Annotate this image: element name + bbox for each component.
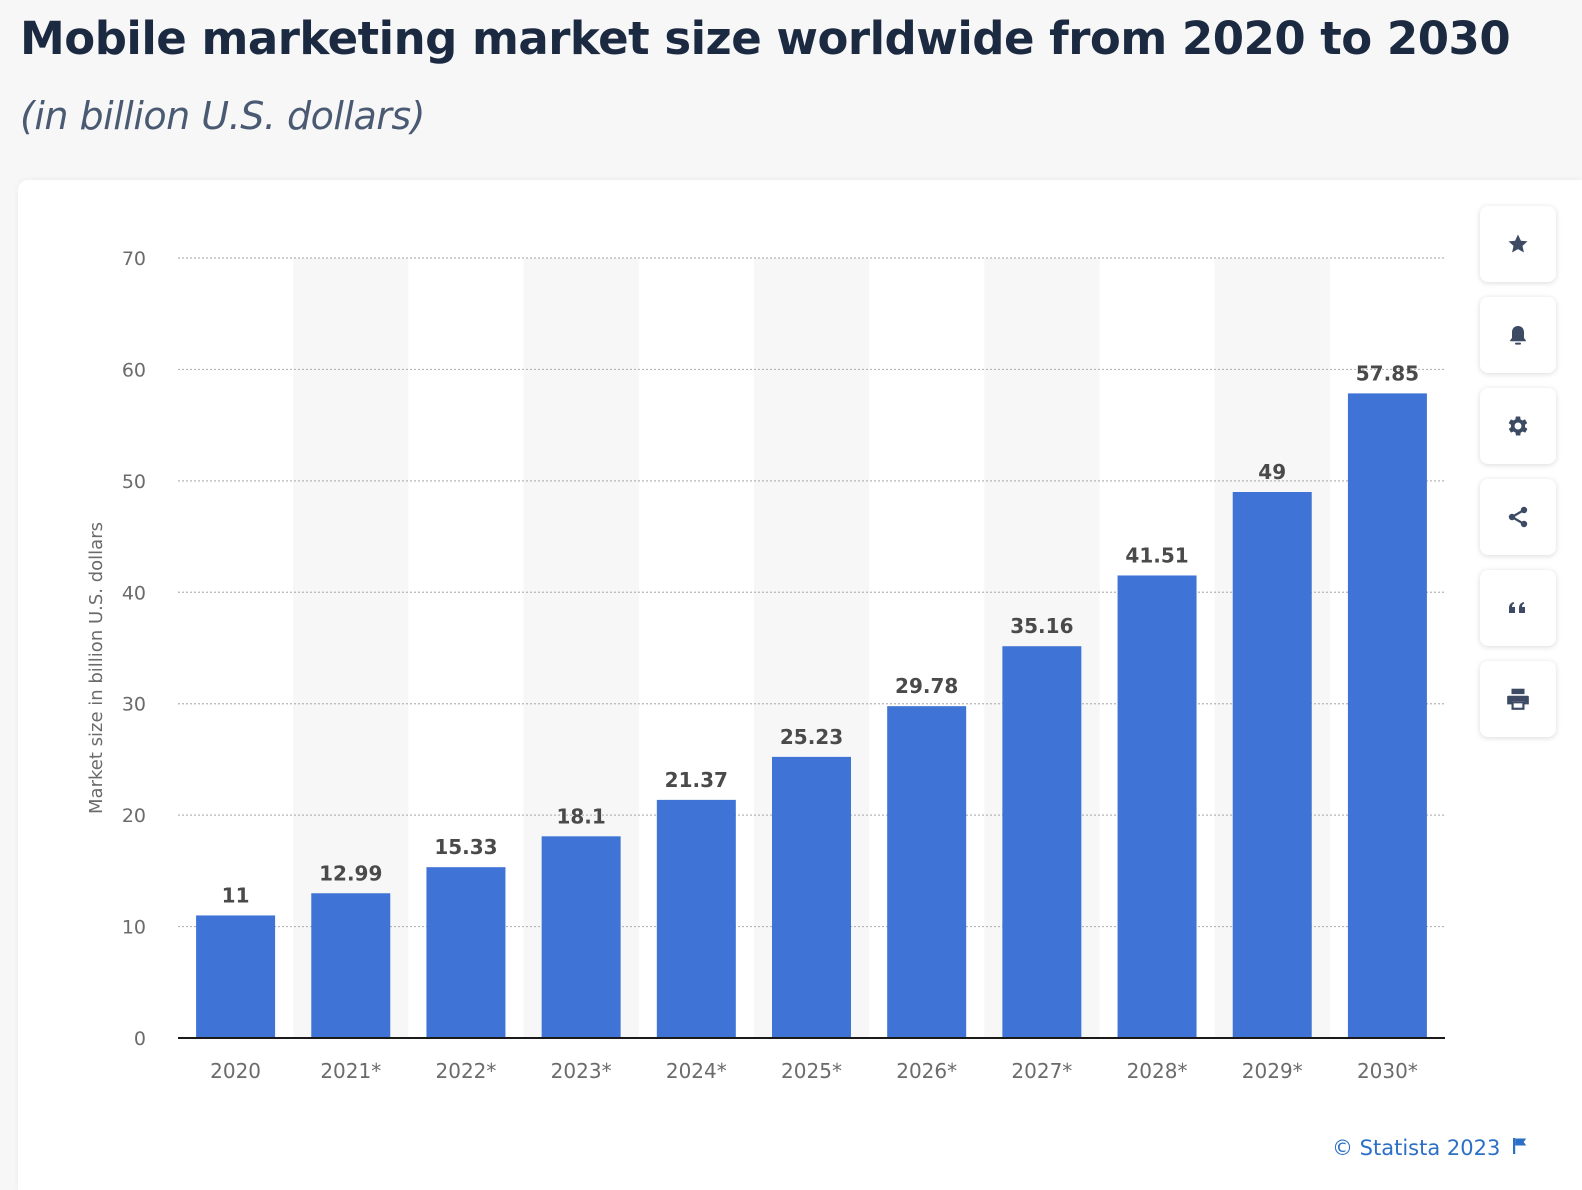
x-tick-label: 2028* <box>1127 1059 1188 1083</box>
x-tick-label: 2027* <box>1011 1059 1072 1083</box>
x-tick-label: 2026* <box>896 1059 957 1083</box>
copyright-link[interactable]: © Statista 2023 <box>1332 1136 1528 1160</box>
x-tick-label: 2022* <box>436 1059 497 1083</box>
page-title: Mobile marketing market size worldwide f… <box>20 12 1511 65</box>
data-label: 11 <box>222 883 250 907</box>
settings-button[interactable] <box>1480 388 1556 464</box>
x-tick-label: 2030* <box>1357 1059 1418 1083</box>
x-tick-label: 2029* <box>1242 1059 1303 1083</box>
y-tick-label: 0 <box>134 1028 146 1050</box>
data-label: 41.51 <box>1125 543 1188 567</box>
cite-button[interactable] <box>1480 570 1556 646</box>
bar[interactable] <box>1232 492 1312 1038</box>
bar-chart: 11 12.99 15.33 18.1 21.37 25.23 29.78 35.16 41.5… <box>86 248 1445 1083</box>
y-tick-label: 40 <box>122 582 146 604</box>
x-tick-label: 2024* <box>666 1059 727 1083</box>
data-label: 49 <box>1258 460 1286 484</box>
data-label: 12.99 <box>319 861 382 885</box>
share-icon <box>1508 506 1528 528</box>
data-label: 21.37 <box>665 768 728 792</box>
bar[interactable] <box>196 915 276 1038</box>
data-label: 57.85 <box>1356 361 1419 385</box>
y-tick-label: 70 <box>122 248 146 270</box>
data-label: 35.16 <box>1010 614 1073 638</box>
favorite-button[interactable] <box>1480 206 1556 282</box>
data-label: 15.33 <box>434 835 497 859</box>
x-tick-label: 2023* <box>551 1059 612 1083</box>
bar[interactable] <box>772 756 851 1038</box>
x-tick-label: 2025* <box>781 1059 842 1083</box>
x-tick-label: 2020 <box>210 1059 261 1083</box>
bar[interactable] <box>887 706 967 1038</box>
x-axis-ticks: 2020 2021* 2022* 2023* 2024* 2025* 2026* 2027* 2… <box>210 1059 1418 1083</box>
bars <box>196 393 1427 1038</box>
y-tick-label: 60 <box>122 359 146 381</box>
bar[interactable] <box>541 836 621 1038</box>
star-icon <box>1508 234 1528 253</box>
bar[interactable] <box>656 799 736 1038</box>
data-label: 18.1 <box>556 804 605 828</box>
quote-icon <box>1509 602 1525 613</box>
x-tick-label: 2021* <box>320 1059 381 1083</box>
notification-button[interactable] <box>1480 297 1556 373</box>
y-axis-ticks: 0 10 20 30 40 50 60 70 <box>122 248 146 1050</box>
print-icon <box>1507 688 1529 710</box>
y-tick-label: 30 <box>122 694 146 716</box>
copyright-text: © Statista 2023 <box>1332 1136 1501 1160</box>
chart-card: 11 12.99 15.33 18.1 21.37 25.23 29.78 35.16 41.5… <box>18 180 1582 1190</box>
share-button[interactable] <box>1480 479 1556 555</box>
bar[interactable] <box>1347 393 1427 1038</box>
data-label: 29.78 <box>895 674 958 698</box>
gear-icon <box>1508 416 1528 436</box>
data-label: 25.23 <box>780 725 843 749</box>
bar[interactable] <box>426 867 506 1038</box>
y-tick-label: 20 <box>122 805 146 827</box>
bell-icon <box>1510 326 1526 345</box>
bar[interactable] <box>1117 575 1197 1038</box>
bar[interactable] <box>311 893 391 1038</box>
page-subtitle: (in billion U.S. dollars) <box>20 94 426 138</box>
print-button[interactable] <box>1480 661 1556 737</box>
y-tick-label: 50 <box>122 471 146 493</box>
bar[interactable] <box>1002 646 1082 1038</box>
flag-icon[interactable] <box>1512 1136 1528 1160</box>
data-labels: 11 12.99 15.33 18.1 21.37 25.23 29.78 35.16 41.5… <box>222 361 1419 907</box>
y-tick-label: 10 <box>122 917 146 939</box>
y-axis-label: Market size in billion U.S. dollars <box>86 522 107 814</box>
